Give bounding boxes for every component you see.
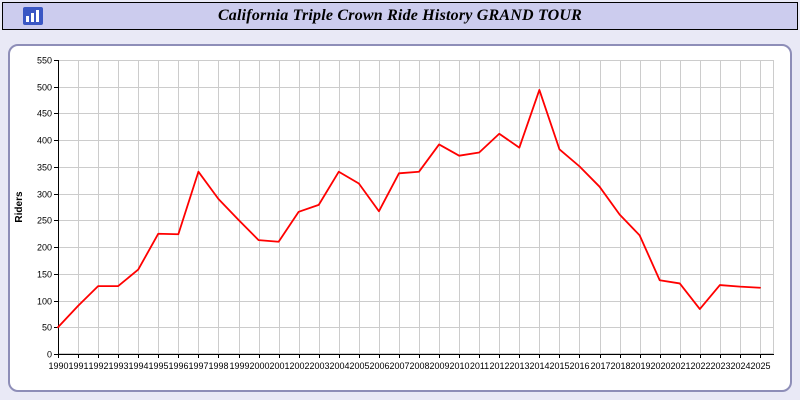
x-tick-label: 1999 [229,361,249,371]
y-tick-label: 550 [37,56,52,66]
title-bar: California Triple Crown Ride History GRA… [2,2,798,30]
x-tick-label: 2015 [549,361,569,371]
x-tick-label: 2014 [529,361,549,371]
x-tick-label: 2007 [389,361,409,371]
x-tick-label: 2000 [249,361,269,371]
x-tick-label: 2018 [610,361,630,371]
x-tick-label: 1991 [68,361,88,371]
y-tick-label: 0 [47,350,52,360]
x-tick-label: 2019 [630,361,650,371]
x-tick-label: 1995 [148,361,168,371]
x-tick-label: 2025 [750,361,770,371]
x-tick-label: 2024 [730,361,750,371]
x-tick-label: 2002 [289,361,309,371]
x-tick-label: 1996 [168,361,188,371]
axes [58,60,774,355]
y-tick-label: 350 [37,163,52,173]
y-tick-label: 300 [37,190,52,200]
y-axis-title: Riders [14,191,25,223]
gridlines [58,60,774,355]
y-axis: 0 50 100 150 200 250 300 350 400 450 500 550 [37,56,58,360]
riders-line-series [57,89,761,329]
y-tick-label: 50 [42,323,52,333]
x-tick-label: 2020 [650,361,670,371]
y-tick-label: 250 [37,216,52,226]
y-tick-label: 450 [37,109,52,119]
y-tick-label: 200 [37,243,52,253]
x-tick-label: 2008 [409,361,429,371]
chart-container: 0 50 100 150 200 250 300 350 400 450 500 550 1990 199… [8,44,792,392]
x-tick-label: 2022 [690,361,710,371]
x-tick-label: 2003 [309,361,329,371]
y-tick-label: 150 [37,270,52,280]
y-tick-label: 500 [37,83,52,93]
bar-chart-icon [23,7,43,25]
x-tick-label: 1993 [108,361,128,371]
x-tick-label: 1997 [188,361,208,371]
x-tick-label: 2017 [590,361,610,371]
page-title: California Triple Crown Ride History GRA… [217,7,583,24]
x-tick-label: 1990 [48,361,68,371]
x-tick-label: 2021 [670,361,690,371]
x-tick-label: 2001 [269,361,289,371]
x-tick-label: 2012 [489,361,509,371]
y-tick-label: 100 [37,297,52,307]
x-tick-label: 2006 [369,361,389,371]
x-tick-label: 2004 [329,361,349,371]
x-tick-label: 2009 [429,361,449,371]
x-tick-label: 2016 [569,361,589,371]
plot-border [58,60,774,354]
x-tick-label: 1998 [208,361,228,371]
x-axis: 1990 1991 1992 1993 1994 1995 1996 1997 1998 1999… [48,354,771,371]
x-tick-label: 2005 [349,361,369,371]
x-tick-label: 2013 [509,361,529,371]
x-tick-label: 1992 [88,361,108,371]
x-tick-label: 2023 [710,361,730,371]
y-tick-label: 400 [37,136,52,146]
x-tick-label: 2010 [449,361,469,371]
x-tick-label: 2011 [470,361,489,371]
x-tick-label: 1994 [128,361,148,371]
